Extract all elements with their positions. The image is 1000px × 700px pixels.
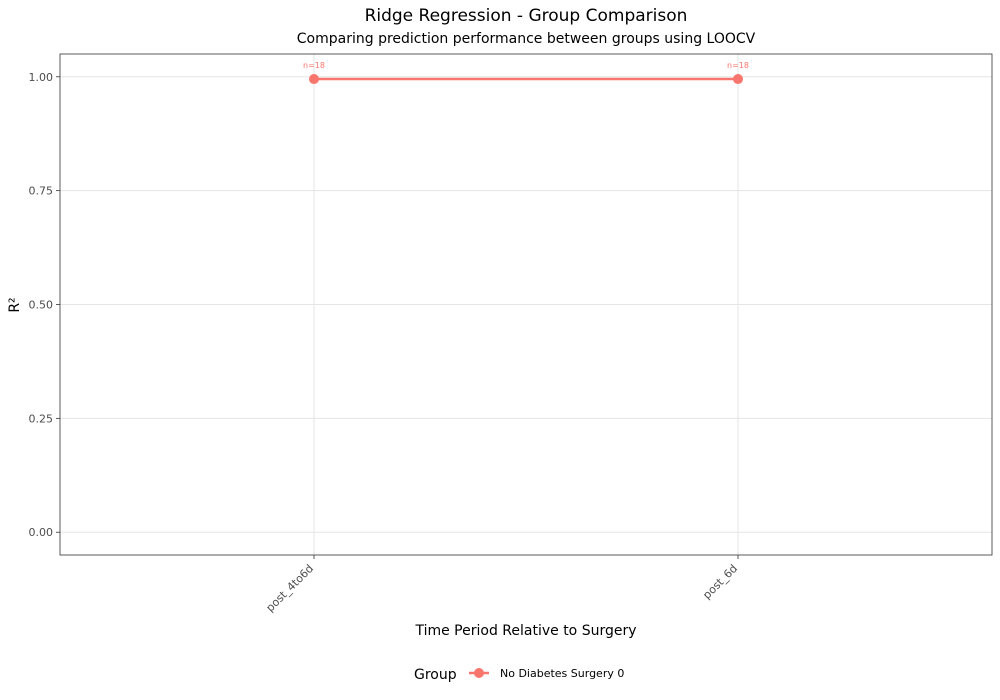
legend: Group No Diabetes Surgery 0	[414, 667, 624, 683]
data-point	[309, 74, 319, 85]
x-axis-title: Time Period Relative to Surgery	[414, 623, 636, 639]
legend-entry-label: No Diabetes Surgery 0	[500, 667, 624, 680]
x-tick-label: post_4to6d	[264, 562, 317, 615]
x-axis: post_4to6d post_6d	[264, 555, 740, 615]
y-tick-label: 0.00	[29, 526, 54, 539]
data-point	[733, 74, 743, 85]
y-tick-label: 0.75	[29, 185, 54, 198]
data-label: n=18	[303, 61, 325, 70]
legend-key-point	[474, 668, 484, 678]
chart-subtitle: Comparing prediction performance between…	[297, 31, 756, 47]
y-tick-label: 0.50	[29, 299, 54, 312]
series-layer: n=18 n=18	[303, 61, 749, 85]
legend-title: Group	[414, 667, 457, 683]
y-axis: 0.00 0.25 0.50 0.75 1.00	[29, 71, 60, 539]
data-label: n=18	[727, 61, 749, 70]
chart-title: Ridge Regression - Group Comparison	[365, 6, 688, 26]
x-tick-label: post_6d	[700, 562, 740, 602]
grid-lines	[60, 54, 992, 555]
y-tick-label: 0.25	[29, 412, 54, 425]
y-axis-title: R²	[7, 297, 23, 312]
y-tick-label: 1.00	[29, 71, 54, 84]
